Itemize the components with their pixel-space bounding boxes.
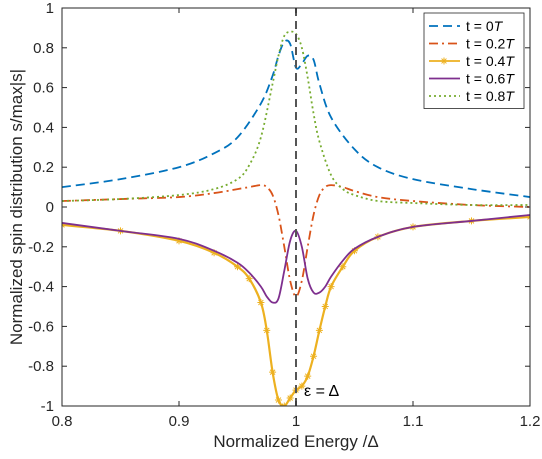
series-point-2-6 (257, 299, 265, 307)
y-tick-label-6: 0.2 (33, 159, 54, 176)
legend-label-0: t = 0T (466, 18, 504, 34)
series-point-2-20 (351, 247, 358, 255)
series-point-2-5 (245, 275, 253, 283)
y-tick-label-5: 0 (46, 199, 54, 216)
series-point-2-3 (210, 249, 218, 257)
series-point-2-19 (339, 263, 347, 271)
series-point-2-7 (263, 326, 271, 334)
x-tick-label-1: 0.9 (169, 413, 190, 430)
series-line-4 (62, 30, 530, 207)
y-axis-label: Normalized spin distribution s/max|s| (7, 69, 26, 345)
x-axis-label: Normalized Energy /Δ (213, 432, 378, 451)
x-tick-label-2: 1 (292, 413, 300, 430)
series-point-2-16 (315, 326, 323, 334)
y-tick-label-2: -0.6 (28, 318, 54, 335)
ticks-layer: 0.8 0.9 1 1.1 1.2 -1 -0.8 -0.6 -0.4 -0.2 0 0.2 0.4 0.… (28, 0, 540, 430)
series-point-2-9 (274, 396, 282, 404)
x-tick-label-0: 0.8 (52, 413, 73, 430)
y-tick-label-10: 1 (46, 0, 54, 17)
legend-marker-2 (440, 57, 448, 65)
y-tick-label-3: -0.4 (28, 279, 54, 296)
series-point-2-2 (175, 237, 183, 245)
series-point-2-14 (304, 372, 312, 380)
legend-label-2: t = 0.4T (466, 53, 515, 69)
series-point-2-8 (269, 368, 277, 376)
legend-label-1: t = 0.2T (466, 36, 515, 52)
y-tick-label-1: -0.8 (28, 358, 54, 375)
x-tick-label-4: 1.2 (520, 413, 541, 430)
series-point-2-13 (298, 382, 306, 390)
y-tick-label-0: -1 (41, 398, 54, 415)
y-tick-label-9: 0.8 (33, 40, 54, 57)
y-tick-label-7: 0.4 (33, 119, 54, 136)
annotation-epsilon-delta: ε = Δ (304, 383, 339, 400)
y-tick-label-4: -0.2 (28, 239, 54, 256)
series-point-2-17 (321, 303, 329, 310)
x-tick-label-3: 1.1 (403, 413, 424, 430)
series-point-2-15 (310, 352, 318, 360)
series-line-1 (62, 184, 530, 298)
series-point-2-11 (286, 394, 294, 402)
legend-label-3: t = 0.6T (466, 71, 515, 87)
series-point-2-4 (234, 263, 241, 271)
y-tick-label-8: 0.6 (33, 80, 54, 97)
legend: t = 0T t = 0.2Tt = 0.4T t = 0.6Tt = 0.8T (423, 12, 525, 109)
legend-label-4: t = 0.8T (466, 88, 515, 104)
series-point-2-18 (327, 283, 335, 291)
